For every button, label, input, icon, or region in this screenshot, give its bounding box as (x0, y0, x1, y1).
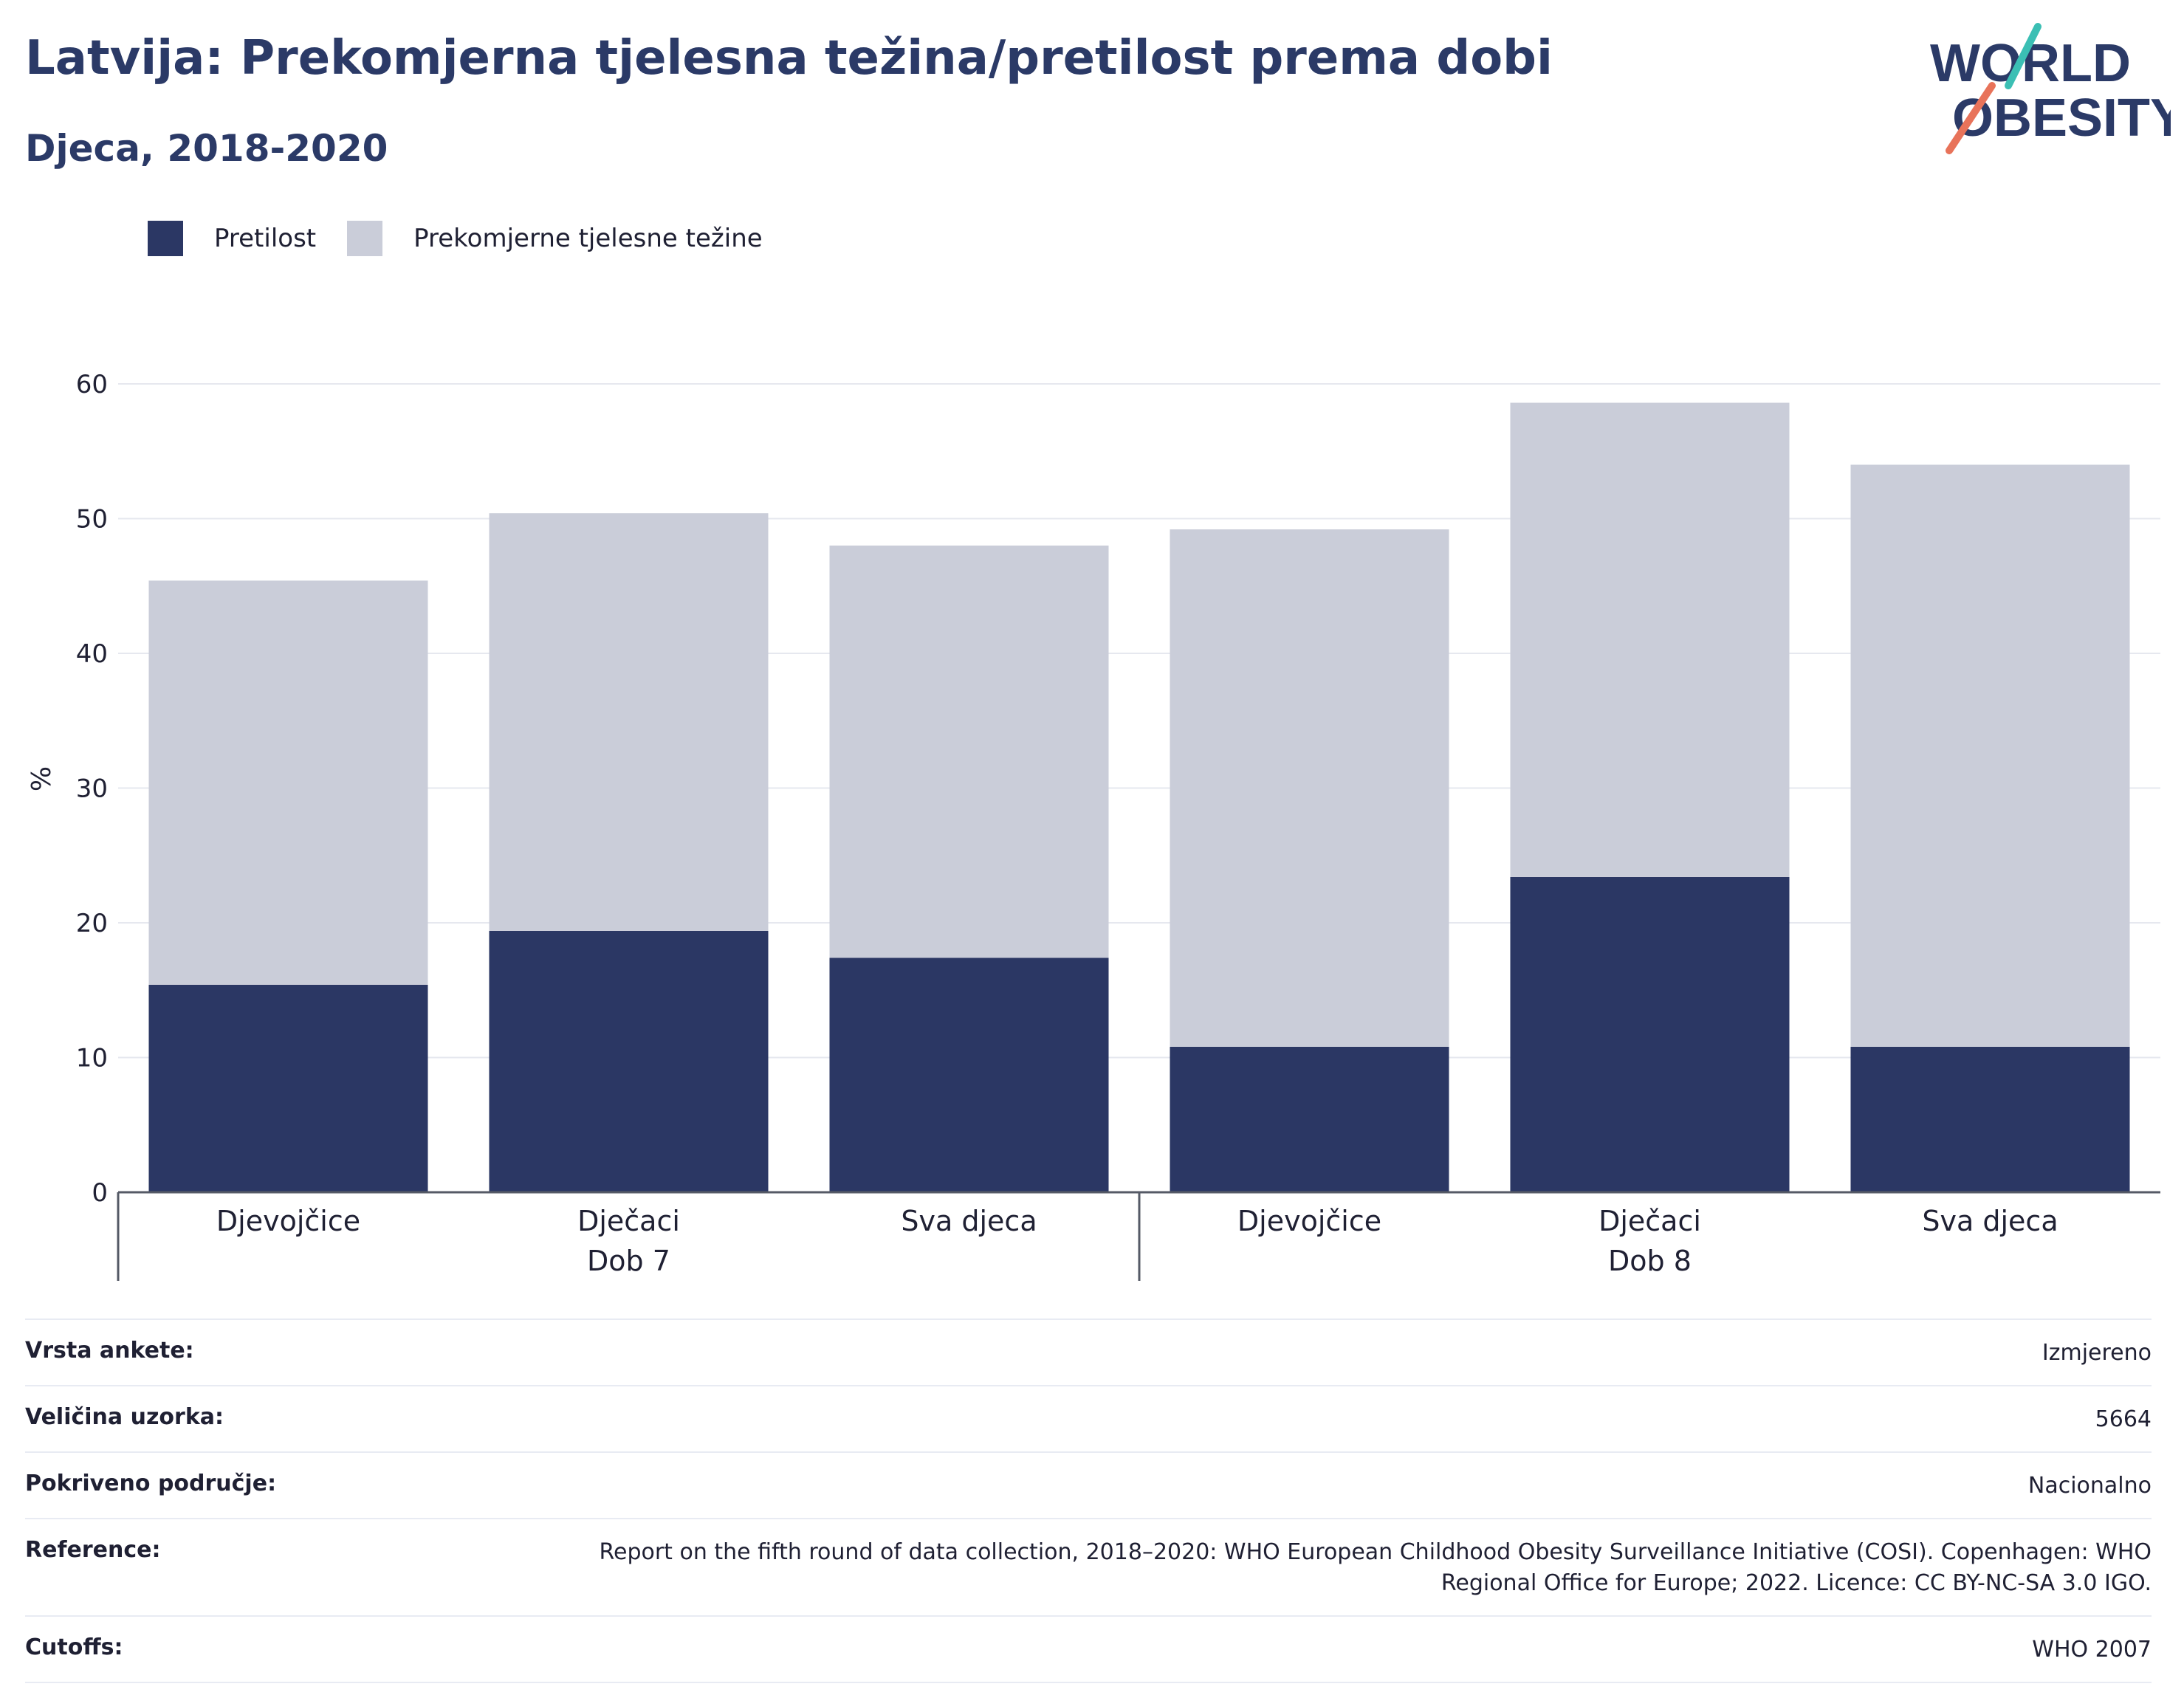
meta-row-sample-size: Veličina uzorka: 5664 (25, 1385, 2152, 1451)
bar-obesity (829, 957, 1109, 1192)
logo-word-obesity: OBESITY (1952, 89, 2171, 148)
bar-overweight (489, 513, 769, 931)
meta-row-cutoffs: Cutoffs: WHO 2007 (25, 1615, 2152, 1683)
meta-label: Vrsta ankete: (25, 1338, 194, 1364)
meta-label: Cutoffs: (25, 1634, 123, 1660)
meta-value: 5664 (2095, 1406, 2152, 1432)
x-group-label: Dob 8 (1608, 1245, 1692, 1277)
y-tick-label: 0 (92, 1178, 108, 1208)
meta-row-survey-type: Vrsta ankete: Izmjereno (25, 1318, 2152, 1385)
bars (148, 402, 2130, 1192)
y-tick-label: 40 (76, 639, 108, 669)
world-obesity-logo: WORLD OBESITY (1930, 23, 2171, 154)
x-tick-label: Dječaci (1598, 1205, 1701, 1237)
bar-obesity (1170, 1046, 1449, 1192)
axes: 0 10 20 30 40 50 60 Djevojčice Dječaci Sva djeca D… (76, 370, 2160, 1281)
legend-item-overweight[interactable]: Prekomjerne tjelesne težine (347, 221, 763, 256)
bar-overweight (1850, 464, 2130, 1047)
bar-overweight (1510, 402, 1790, 877)
chart-legend: Pretilost Prekomjerne tjelesne težine (148, 220, 794, 257)
meta-value: Report on the fifth round of data collec… (599, 1539, 2152, 1596)
meta-value: WHO 2007 (2032, 1637, 2152, 1663)
y-axis-title: % (27, 766, 57, 791)
x-tick-label: Dječaci (577, 1205, 680, 1237)
y-tick-label: 60 (76, 370, 108, 399)
bar-overweight (829, 546, 1109, 958)
meta-value: Izmjereno (2042, 1340, 2152, 1366)
bar-obesity (489, 930, 769, 1192)
legend-swatch-obesity (148, 221, 183, 256)
meta-label: Reference: (25, 1537, 161, 1563)
meta-row-reference: Reference: Report on the fifth round of … (25, 1518, 2152, 1615)
meta-label: Veličina uzorka: (25, 1404, 224, 1430)
stacked-bar-chart: 0 10 20 30 40 50 60 Djevojčice Dječaci Sva djeca D… (27, 370, 2160, 1281)
bar-overweight (148, 580, 428, 985)
legend-item-obesity[interactable]: Pretilost (148, 221, 316, 256)
x-tick-label: Djevojčice (1237, 1205, 1381, 1237)
meta-row-coverage: Pokriveno područje: Nacionalno (25, 1451, 2152, 1518)
bar-obesity (148, 984, 428, 1192)
chart-subtitle: Djeca, 2018-2020 (25, 127, 388, 170)
y-tick-label: 20 (76, 909, 108, 938)
meta-label: Pokriveno područje: (25, 1471, 277, 1496)
x-tick-label: Sva djeca (1922, 1205, 2058, 1237)
x-tick-label: Sva djeca (901, 1205, 1037, 1237)
y-tick-label: 10 (76, 1044, 108, 1073)
x-tick-label: Djevojčice (216, 1205, 360, 1237)
bar-obesity (1850, 1046, 2130, 1192)
logo-slash-teal (2005, 23, 2042, 89)
y-tick-label: 50 (76, 505, 108, 534)
x-group-label: Dob 7 (587, 1245, 670, 1277)
legend-swatch-overweight (347, 221, 383, 256)
logo-slash-coral (1946, 82, 1996, 154)
chart-title: Latvija: Prekomjerna tjelesna težina/pre… (25, 31, 1553, 86)
gridlines (118, 383, 2160, 1059)
meta-value: Nacionalno (2027, 1473, 2152, 1499)
survey-info-table: Vrsta ankete: Izmjereno Veličina uzorka:… (25, 1318, 2152, 1683)
y-tick-label: 30 (76, 774, 108, 804)
legend-label-obesity: Pretilost (214, 224, 317, 253)
bar-obesity (1510, 876, 1790, 1192)
legend-label-overweight: Prekomjerne tjelesne težine (413, 224, 763, 253)
bar-overweight (1170, 529, 1449, 1047)
